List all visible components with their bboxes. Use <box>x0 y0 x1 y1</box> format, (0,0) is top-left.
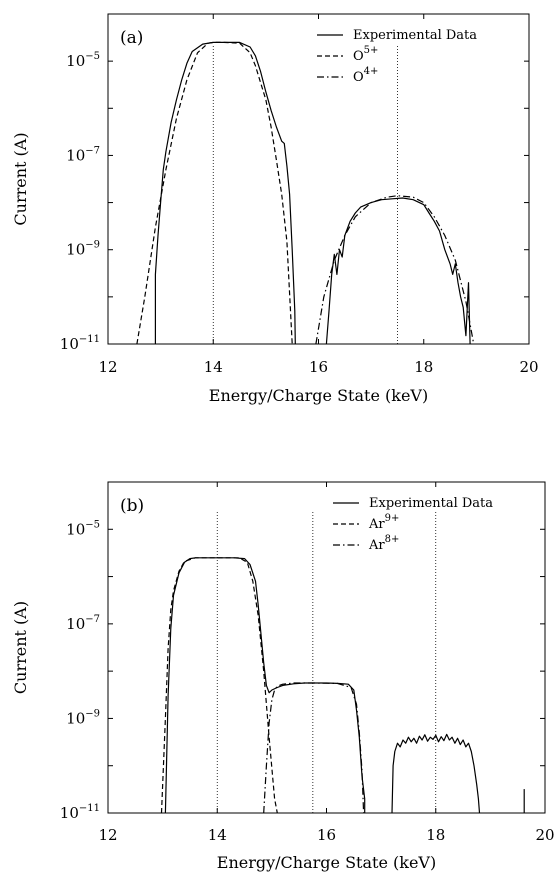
x-axis-title: Energy/Charge State (keV) <box>217 853 436 872</box>
panel-label: (a) <box>120 28 143 48</box>
y-axis-title: Current (A) <box>11 601 30 694</box>
series-line-solid <box>154 41 296 344</box>
y-tick-label: 10−9 <box>66 240 100 259</box>
chart-panel-a: 12 14 16 18 20 10−11 10−9 10−7 10−5 Energy/Charge… <box>11 13 539 405</box>
legend-label: O4+ <box>353 66 378 85</box>
y-tick-label: 10−5 <box>66 519 100 538</box>
x-tick-label: 16 <box>317 826 336 844</box>
y-axis-title: Current (A) <box>11 132 30 225</box>
plot-area <box>136 41 475 344</box>
x-tick-label: 16 <box>309 358 328 376</box>
y-tick-label: 10−7 <box>66 145 100 164</box>
legend-label: O5+ <box>353 45 378 64</box>
x-tick-label: 14 <box>208 826 227 844</box>
series-line-dashed <box>160 557 278 813</box>
plot-frame-a <box>107 13 530 345</box>
x-tick-label: 18 <box>414 358 433 376</box>
x-tick-label: 14 <box>204 358 223 376</box>
x-tick-label: 18 <box>426 826 445 844</box>
plot-area <box>160 512 525 813</box>
y-tick-label: 10−7 <box>66 614 100 633</box>
series-line-solid <box>391 733 481 813</box>
x-tick-label: 20 <box>519 358 538 376</box>
panel-label: (b) <box>120 496 144 516</box>
legend-label: Ar8+ <box>368 534 399 553</box>
series-line-dashdot <box>315 195 475 344</box>
series-line-dashdot <box>263 682 365 813</box>
y-tick-label: 10−9 <box>66 708 100 727</box>
chart-panel-b: 12 14 16 18 20 10−11 10−9 10−7 10−5 Energy/Charge… <box>11 481 555 872</box>
legend-label: Experimental Data <box>353 28 477 43</box>
series-line-dashed <box>136 41 293 344</box>
series-line-solid <box>325 197 471 344</box>
y-tick-label: 10−11 <box>60 334 100 353</box>
y-tick-label: 10−5 <box>66 51 100 70</box>
x-tick-label: 12 <box>98 358 117 376</box>
x-tick-label: 12 <box>98 826 117 844</box>
y-tick-label: 10−11 <box>60 803 100 822</box>
legend-label: Experimental Data <box>369 496 493 511</box>
x-tick-label: 20 <box>535 826 554 844</box>
legend-label: Ar9+ <box>368 513 399 532</box>
x-axis-title: Energy/Charge State (keV) <box>209 386 428 405</box>
plot-frame-b <box>107 481 546 814</box>
